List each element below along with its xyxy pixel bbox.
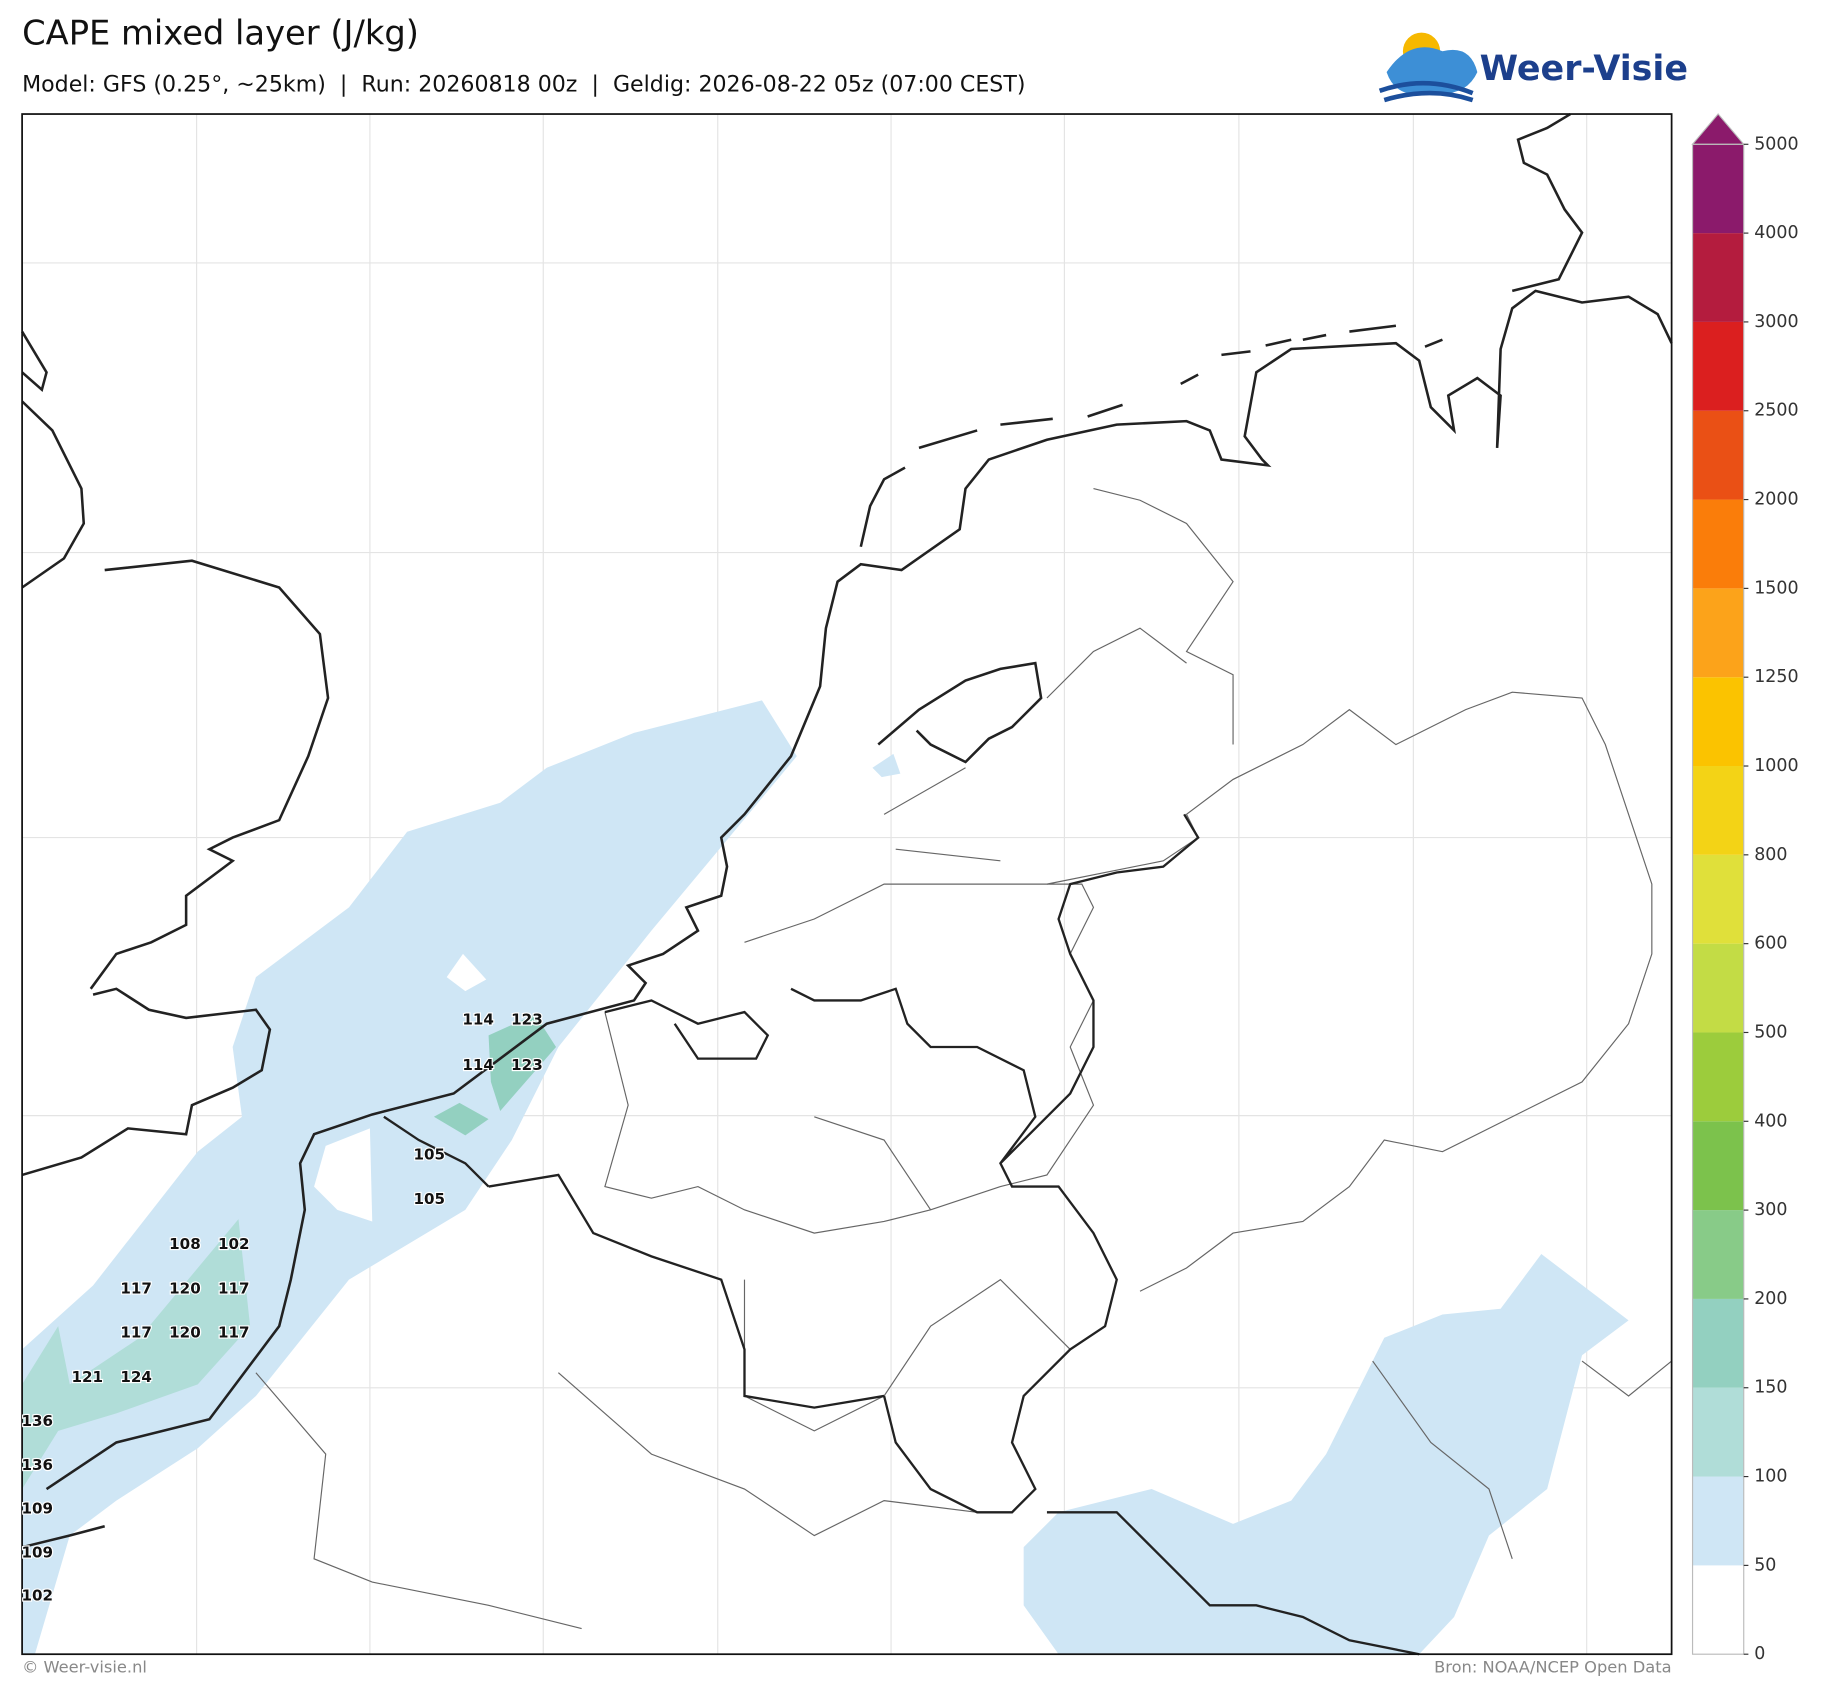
country-borders <box>383 813 1420 1656</box>
colorbar-segment <box>1692 1565 1744 1655</box>
colorbar-segment <box>1692 588 1744 678</box>
colorbar-tick-label: 5000 <box>1754 134 1798 154</box>
colorbar-segment <box>1692 943 1744 1033</box>
cape-label: 105 <box>413 1146 445 1164</box>
colorbar-tick-label: 600 <box>1754 934 1787 954</box>
colorbar-segment <box>1692 321 1744 411</box>
colorbar-segment <box>1692 677 1744 767</box>
footer-right: Bron: NOAA/NCEP Open Data <box>1434 1658 1672 1677</box>
colorbar-tick-label: 50 <box>1754 1555 1776 1575</box>
colorbar-segment <box>1692 1032 1744 1122</box>
cape-label: 105 <box>413 1190 445 1208</box>
colorbar-tick-label: 500 <box>1754 1022 1787 1042</box>
colorbar-tick-label: 300 <box>1754 1200 1787 1220</box>
colorbar-tick-label: 0 <box>1754 1644 1765 1664</box>
colorbar-segment <box>1692 1210 1744 1299</box>
cape-label: 109 <box>21 1499 53 1517</box>
cape-label: 108 <box>169 1235 201 1253</box>
colorbar-segment <box>1692 233 1744 322</box>
subtitle: Model: GFS (0.25°, ~25km) | Run: 2026081… <box>22 71 1025 97</box>
colorbar-segment <box>1692 1121 1744 1211</box>
colorbar-frame <box>1691 143 1745 1655</box>
cape-label: 109 <box>21 1544 53 1562</box>
title: CAPE mixed layer (J/kg) <box>22 13 419 52</box>
colorbar-tick-label: 800 <box>1754 845 1787 865</box>
colorbar-tick-label: 100 <box>1754 1467 1787 1487</box>
colorbar-segment <box>1692 144 1744 234</box>
colorbar: 0 50 100 150 200 300 400 500 600 800 1000 1250 1500 2… <box>1691 113 1799 1664</box>
cape-labels: 114 123 114 123 105 105 108 102 117 120 117 117 120 1… <box>20 1010 544 1606</box>
colorbar-segment <box>1692 1298 1744 1388</box>
cape-label: 117 <box>120 1324 152 1342</box>
cape-label: 136 <box>21 1456 53 1474</box>
colorbar-segment <box>1692 499 1744 589</box>
cape-label: 123 <box>511 1011 543 1029</box>
logo-text: Weer-Visie <box>1480 49 1688 89</box>
coastlines <box>21 112 1673 1549</box>
cape-label: 117 <box>218 1279 250 1297</box>
cape-area <box>22 700 1629 1655</box>
colorbar-segment <box>1692 854 1744 944</box>
cape-label: 124 <box>120 1368 152 1386</box>
cape-label: 120 <box>169 1324 201 1342</box>
colorbar-tick-label: 1000 <box>1754 756 1798 776</box>
colorbar-segment <box>1692 1476 1744 1566</box>
footer-left: © Weer-visie.nl <box>22 1658 147 1677</box>
cape-label: 117 <box>120 1279 152 1297</box>
colorbar-tick-label: 400 <box>1754 1111 1787 1131</box>
colorbar-segment <box>1692 410 1744 500</box>
cape-label: 136 <box>21 1412 53 1430</box>
colorbar-tick-label: 150 <box>1754 1378 1787 1398</box>
colorbar-tick-label: 1500 <box>1754 578 1798 598</box>
cape-label: 114 <box>462 1056 494 1074</box>
colorbar-tick-label: 3000 <box>1754 312 1798 332</box>
cape-label: 117 <box>218 1324 250 1342</box>
colorbar-tick-label: 200 <box>1754 1289 1787 1309</box>
logo: Weer-Visie <box>1378 32 1688 103</box>
cape-label: 123 <box>511 1056 543 1074</box>
colorbar-segment <box>1692 766 1744 855</box>
cape-label: 102 <box>21 1587 53 1605</box>
cape-label: 121 <box>71 1368 103 1386</box>
colorbar-tick-label: 4000 <box>1754 223 1798 243</box>
cape-label: 102 <box>218 1235 250 1253</box>
colorbar-tick-label: 1250 <box>1754 667 1798 687</box>
cape-label: 114 <box>462 1011 494 1029</box>
colorbar-tick-label: 2500 <box>1754 401 1798 421</box>
map: 114 123 114 123 105 105 108 102 117 120 117 117 120 1… <box>20 112 1673 1656</box>
colorbar-tick-label: 2000 <box>1754 490 1798 510</box>
colorbar-segment <box>1692 1387 1744 1477</box>
cape-label: 120 <box>169 1279 201 1297</box>
colorbar-extension <box>1691 113 1745 145</box>
